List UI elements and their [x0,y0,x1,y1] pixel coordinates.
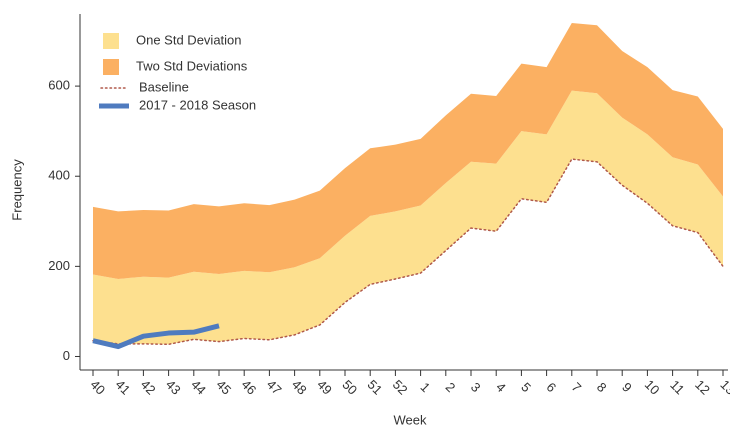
legend-label: Baseline [139,79,189,94]
y-tick-label: 400 [48,168,70,183]
y-tick-label: 600 [48,78,70,93]
x-tick-label: 48 [289,377,310,398]
x-tick-label: 11 [667,377,687,397]
x-tick-label: 49 [314,377,335,398]
legend-swatch [103,59,119,75]
x-tick-label: 3 [468,379,484,395]
x-tick-label: 40 [87,377,108,398]
x-tick-label: 5 [518,379,534,395]
x-tick-label: 9 [619,379,635,395]
x-tick-label: 1 [417,379,433,395]
x-axis-label: Week [394,412,427,427]
x-tick-label: 4 [493,379,509,395]
x-tick-label: 13 [717,377,730,398]
x-tick-label: 41 [113,377,134,398]
x-tick-label: 8 [594,379,610,395]
y-tick-label: 0 [63,348,70,363]
legend-label: 2017 - 2018 Season [139,97,256,112]
x-tick-label: 12 [692,377,713,398]
y-tick-label: 200 [48,258,70,273]
x-tick-label: 6 [543,379,559,395]
season-line [92,323,220,350]
x-tick-label: 46 [239,377,260,398]
x-tick-label: 50 [339,377,360,398]
x-tick-label: 47 [264,377,285,398]
x-tick-label: 52 [390,377,411,398]
baseline-line [92,158,724,346]
x-tick-label: 2 [443,379,459,395]
x-tick-label: 42 [138,377,159,398]
x-tick-label: 45 [213,377,234,398]
band-area [93,23,723,279]
x-tick-label: 44 [188,377,209,398]
legend-label: One Std Deviation [136,32,242,47]
x-tick-label: 10 [642,377,663,398]
x-tick-label: 43 [163,377,184,398]
legend-swatch [103,33,119,49]
y-axis-label: Frequency [9,159,24,221]
band-area [93,90,723,345]
x-tick-label: 7 [569,379,585,395]
legend-label: Two Std Deviations [136,58,248,73]
legend: One Std Deviation Two Std Deviations Basel… [99,32,256,112]
x-tick-label: 51 [365,377,386,398]
